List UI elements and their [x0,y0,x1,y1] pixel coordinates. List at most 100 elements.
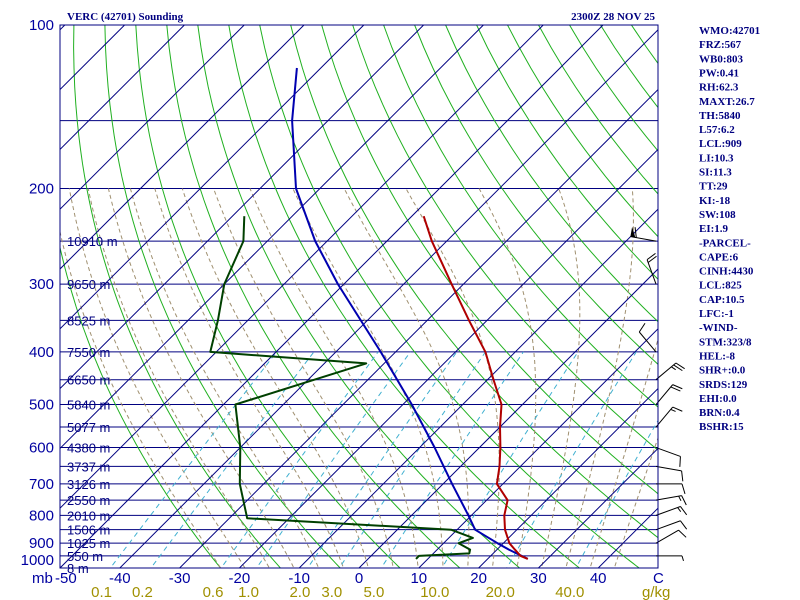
height-labels: 10910 m 9650 m 8525 m 7550 m 6650 m 5840 m 507… [67,234,118,576]
wind-barb-feather [675,362,685,370]
pressure-axis-label: mb [32,570,53,587]
pressure-tick-label: 600 [29,440,54,457]
sounding-index: MAXT:26.7 [699,96,755,108]
chart-title: VERC (42701) Sounding [67,11,184,23]
parcel-trace [291,67,529,560]
moist-adiabat [343,188,470,568]
mixing-ratio-line [575,419,658,568]
mixing-ratio-tick-label: 5.0 [363,584,384,600]
sounding-index: SI:11.3 [699,167,732,179]
height-label: 7550 m [67,345,110,360]
wind-barb-feather [681,483,686,495]
wind-barb-feather [673,364,683,372]
height-label: 550 m [67,549,103,564]
sounding-index: PW:0.41 [699,67,739,79]
wind-barb-pennant [630,226,636,238]
sounding-indices-panel: WMO:42701 FRZ:567 WB0:803 PW:0.41 RH:62.3 MAX… [699,25,760,433]
dry-adiabat [445,25,658,323]
dry-adiabat [383,25,658,408]
wind-barb-half-feather [681,555,684,562]
sounding-index: -WIND- [699,322,738,334]
mixing-ratio-line [255,351,411,568]
mixing-ratio-line [109,351,278,568]
temperature-tick-label: -50 [55,570,77,587]
isotherm-line [60,25,365,330]
moist-adiabat [613,436,658,568]
pressure-tick-label: 500 [29,397,54,414]
sounding-index: RH:62.3 [699,82,739,94]
height-label: 1506 m [67,523,110,538]
mixing-ratio-line [307,351,458,568]
height-label: 5840 m [67,398,110,413]
sounding-index: WB0:803 [699,53,744,65]
height-label: 1025 m [67,536,110,551]
isotherm-line [119,29,658,568]
sounding-index: TH:5840 [699,110,741,122]
temperature-tick-label: 20 [470,570,487,587]
moist-adiabat [589,337,658,568]
wind-barb-half-feather [677,507,682,512]
sounding-index: BRN:0.4 [699,407,740,419]
wind-barb [646,253,657,285]
pressure-tick-label: 800 [29,507,54,524]
dry-adiabat [197,25,521,568]
dry-adiabat [321,25,658,495]
wind-barb-staff [655,529,679,544]
isotherm-line [238,148,658,568]
moist-adiabat [87,188,270,568]
wind-barb-staff [655,406,674,428]
mixing-ratio-tick-label: 40.0 [555,584,584,600]
pressure-tick-label: 900 [29,535,54,552]
wind-barb [655,465,684,482]
wind-barb [655,529,687,544]
wind-barb [655,362,685,381]
sounding-index: STM:323/8 [699,336,752,348]
moist-adiabat [540,188,581,568]
isotherm-line [60,25,185,151]
sounding-index: FRZ:567 [699,39,742,51]
mixing-ratio-tick-label: 0.1 [91,584,112,600]
moist-adiabat [478,188,537,568]
mixing-ratio-line [220,351,379,568]
dry-adiabat [73,25,282,568]
sounding-index: BSHR:15 [699,421,744,433]
sounding-index: TT:29 [699,181,728,193]
dry-adiabat [135,25,401,568]
dry-adiabat [476,25,658,280]
wind-barb [655,520,688,531]
isotherm-line [358,268,658,568]
wind-barb-half-feather [678,495,682,502]
height-label: 8 m [67,561,89,576]
mixing-ratio-tick-label: 3.0 [321,584,342,600]
wind-barb [630,226,657,242]
dry-adiabat [352,25,658,451]
height-label: 2010 m [67,508,110,523]
mixing-ratio-tick-label: 10.0 [420,584,449,600]
sounding-index: L57:6.2 [699,124,735,136]
pressure-tick-label: 1000 [21,552,54,569]
wind-barb-feather [634,227,637,238]
sounding-index: KI:-18 [699,195,731,207]
pressure-tick-label: 300 [29,276,54,293]
moist-adiabat [292,188,444,568]
isotherm-line [298,208,658,568]
sounding-index: EHI:0.0 [699,393,737,405]
moist-adiabat [129,188,320,568]
temperature-tick-label: -10 [288,570,310,587]
pressure-tick-label: 100 [29,17,54,34]
mixing-ratio-line [338,351,486,568]
mixing-ratio-line [380,351,524,568]
isotherm-line [60,25,604,568]
temperature-trace [422,215,529,560]
wind-barb-feather [679,456,681,467]
temperature-tick-label: -30 [169,570,191,587]
wind-barb-staff [646,259,657,285]
isotherm-line [537,447,658,568]
moist-adiabat [107,188,295,568]
sounding-index: SRDS:129 [699,379,748,391]
wind-barb-staff [655,384,674,405]
wind-barb-feather [678,529,687,538]
isotherm-line [60,25,305,270]
dewpoint-trace [209,216,474,560]
